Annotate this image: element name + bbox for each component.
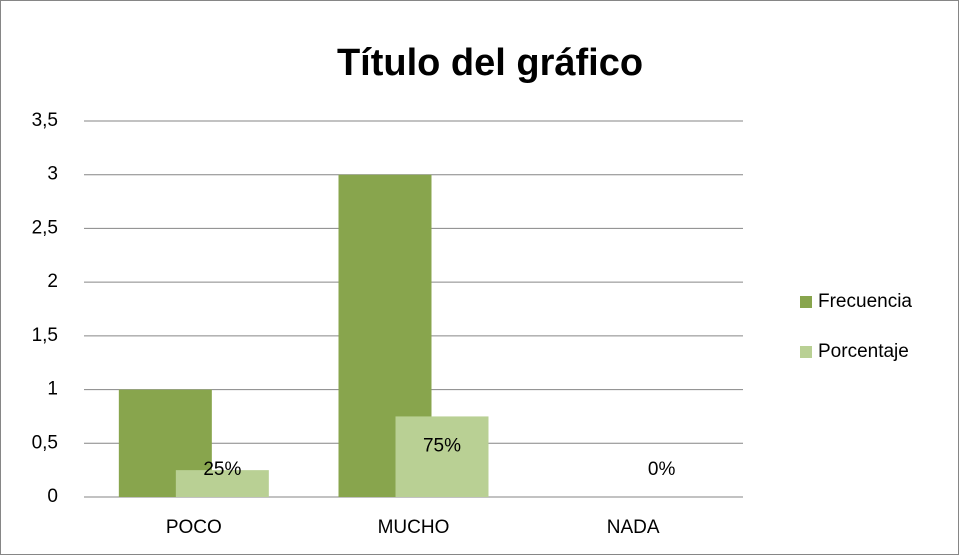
chart-title: Título del gráfico <box>337 42 643 84</box>
y-tick-label: 3 <box>47 164 58 185</box>
y-tick-label: 2,5 <box>32 217 58 238</box>
data-label: 75% <box>423 435 461 456</box>
legend-label: Porcentaje <box>818 341 909 362</box>
x-tick-label: MUCHO <box>378 517 450 538</box>
y-tick-label: 2 <box>47 271 58 292</box>
y-tick-label: 1,5 <box>32 325 58 346</box>
y-tick-label: 0 <box>47 486 58 507</box>
legend-label: Frecuencia <box>818 291 912 312</box>
data-label: 25% <box>203 459 241 480</box>
data-label: 0% <box>648 459 676 480</box>
x-tick-label: NADA <box>607 517 660 538</box>
y-tick-label: 0,5 <box>32 432 58 453</box>
bar <box>395 416 489 497</box>
y-tick-label: 1 <box>47 379 58 400</box>
y-tick-label: 3,5 <box>32 110 58 131</box>
legend-swatch <box>800 346 812 358</box>
legend-swatch <box>800 296 812 308</box>
x-tick-label: POCO <box>166 517 222 538</box>
bar <box>175 470 269 497</box>
